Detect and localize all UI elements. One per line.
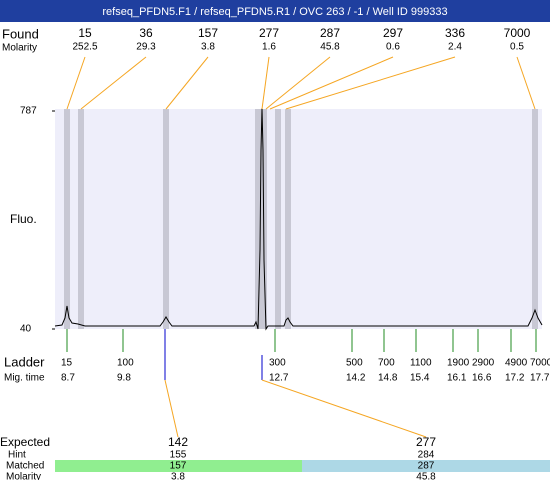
molarity-label: Molarity <box>2 43 37 54</box>
peak-band <box>285 109 291 329</box>
ladder-size: 1100 <box>410 358 432 369</box>
ladder-size: 7000 <box>530 358 550 369</box>
mig-time: 16.6 <box>472 373 492 384</box>
expected-molarity-label: Molarity <box>6 472 41 480</box>
ladder-size: 2900 <box>472 358 495 369</box>
found-value: 277 <box>259 26 279 40</box>
molarity-value: 0.5 <box>510 42 524 53</box>
expected-value: 277 <box>416 435 436 449</box>
mig-time: 17.2 <box>505 373 525 384</box>
matched-value: 157 <box>170 461 187 472</box>
ladder-size: 700 <box>378 358 395 369</box>
ladder-size: 100 <box>117 358 134 369</box>
matched-bar <box>302 460 550 472</box>
title: refseq_PFDN5.F1 / refseq_PFDN5.R1 / OVC … <box>102 6 447 18</box>
found-label: Found <box>2 26 39 41</box>
y-tick-label: 787 <box>20 106 37 117</box>
mig-time-label: Mig. time <box>4 373 45 384</box>
ladder-size: 1900 <box>447 358 470 369</box>
peak-connector <box>265 56 331 110</box>
found-value: 287 <box>320 26 340 40</box>
mig-time: 15.4 <box>410 373 430 384</box>
found-value: 157 <box>198 26 218 40</box>
y-label: Fluo. <box>10 212 37 226</box>
expected-molarity-value: 45.8 <box>416 472 436 480</box>
molarity-value: 0.6 <box>386 42 400 53</box>
peak-band <box>255 109 261 329</box>
trace <box>54 107 543 331</box>
peak-band <box>275 109 281 329</box>
molarity-value: 1.6 <box>262 42 276 53</box>
mig-time: 14.2 <box>346 373 366 384</box>
matched-bar <box>55 460 302 472</box>
y-tick-label: 40 <box>20 324 32 335</box>
ladder-size: 300 <box>269 358 286 369</box>
hint-value: 155 <box>170 450 187 461</box>
molarity-value: 2.4 <box>448 42 462 53</box>
peak-connector <box>80 56 147 110</box>
plot-area <box>55 109 542 329</box>
ladder-size: 500 <box>346 358 363 369</box>
mig-time: 17.7 <box>530 373 550 384</box>
molarity-value: 29.3 <box>136 42 156 53</box>
found-value: 297 <box>383 26 403 40</box>
found-value: 336 <box>445 26 465 40</box>
peak-connector <box>516 56 536 110</box>
connector <box>261 379 427 438</box>
mig-time: 9.8 <box>117 373 131 384</box>
found-value: 15 <box>78 26 92 40</box>
mig-time: 14.8 <box>378 373 398 384</box>
connector <box>164 379 179 438</box>
expected-value: 142 <box>168 435 188 449</box>
matched-label: Matched <box>6 461 44 472</box>
expected-molarity-value: 3.8 <box>171 472 185 480</box>
peak-band <box>163 109 169 329</box>
found-value: 7000 <box>504 26 531 40</box>
peak-connector <box>285 56 456 110</box>
peak-connector <box>269 56 394 110</box>
mig-time: 8.7 <box>61 373 75 384</box>
molarity-value: 3.8 <box>201 42 215 53</box>
peak-band <box>64 109 70 329</box>
peak-connector <box>165 56 209 110</box>
peak-band <box>78 109 84 329</box>
peak-band <box>532 109 538 329</box>
matched-value: 287 <box>418 461 435 472</box>
hint-label: Hint <box>8 450 26 461</box>
mig-time: 12.7 <box>269 373 289 384</box>
found-value: 36 <box>139 26 153 40</box>
molarity-value: 252.5 <box>72 42 97 53</box>
ladder-size: 4900 <box>505 358 528 369</box>
hint-value: 284 <box>418 450 435 461</box>
peak-connector <box>261 56 270 110</box>
expected-label: Expected <box>0 435 50 449</box>
title-bar <box>0 0 550 22</box>
ladder-label: Ladder <box>4 354 45 369</box>
peak-connector <box>66 56 86 110</box>
ladder-size: 15 <box>61 358 73 369</box>
molarity-value: 45.8 <box>320 42 340 53</box>
mig-time: 16.1 <box>447 373 467 384</box>
